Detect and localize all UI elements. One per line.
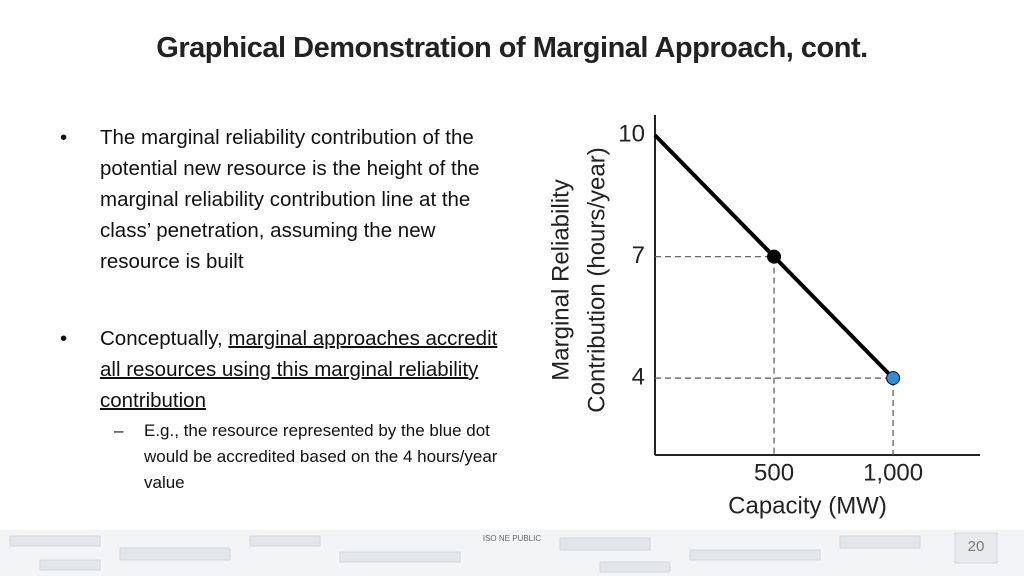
y-axis-label: Contribution (hours/year) [583, 147, 610, 412]
underlined-text: marginal approaches accredit all resourc… [100, 327, 498, 412]
footer-decoration [0, 530, 1024, 576]
guide-line [655, 256, 775, 455]
page-number: 20 [968, 538, 985, 555]
sub-bullet: – E.g., the resource represented by the b… [114, 418, 510, 496]
point [767, 249, 782, 264]
bullet-text: The marginal reliability contribution of… [100, 126, 480, 273]
sub-marker: – [114, 421, 124, 440]
bullet: • Conceptually, marginal approaches accre… [60, 323, 510, 496]
footer-label: ISO NE PUBLIC [483, 534, 541, 543]
y-tick-label: 4 [632, 363, 645, 390]
bullet-marker: • [60, 327, 68, 350]
bullet: • The marginal reliability contribution o… [60, 122, 510, 277]
bullet-marker: • [60, 126, 68, 149]
y-tick-label: 10 [618, 121, 645, 148]
point [886, 371, 901, 386]
slide-title: Graphical Demonstration of Marginal Appr… [156, 32, 868, 64]
sub-text: E.g., the resource represented by the bl… [144, 421, 498, 492]
x-tick-label: 500 [754, 459, 794, 486]
x-axis-label: Capacity (MW) [728, 492, 887, 519]
y-axis-label: Marginal Reliability [547, 179, 574, 380]
x-tick-label: 1,000 [863, 459, 923, 486]
y-tick-label: 7 [632, 242, 645, 269]
bullet-text: Conceptually, [100, 327, 229, 350]
